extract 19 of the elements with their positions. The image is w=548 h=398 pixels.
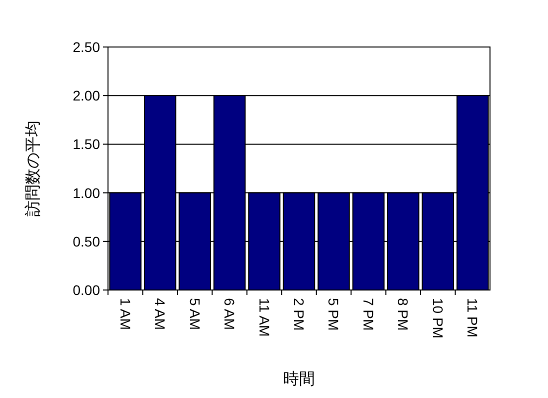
y-tick-label: 1.00: [72, 184, 100, 201]
x-tick-label: 10 PM: [430, 298, 446, 338]
x-tick-label: 5 PM: [326, 298, 342, 331]
x-axis-title: 時間: [283, 370, 315, 388]
x-tick-label: 5 AM: [186, 298, 203, 330]
x-tick-label: 11 AM: [256, 298, 272, 337]
y-tick-label: 0.50: [72, 233, 100, 250]
x-tick-label: 1 AM: [117, 298, 134, 330]
x-tick-label: 8 PM: [395, 298, 412, 331]
y-axis-title: 訪問数の平均: [24, 120, 42, 216]
x-tick-label: 6 AM: [222, 298, 238, 330]
x-tick-label: 2 PM: [291, 298, 307, 331]
y-tick-label: 2.00: [72, 88, 100, 104]
x-tick-label: 11 PM: [464, 298, 481, 338]
y-tick-label: 1.50: [72, 136, 100, 152]
y-tick-label: 0.00: [72, 282, 100, 298]
y-tick-label: 2.50: [72, 39, 100, 55]
x-tick-label: 7 PM: [360, 298, 376, 331]
x-tick-label: 4 AM: [152, 298, 168, 330]
